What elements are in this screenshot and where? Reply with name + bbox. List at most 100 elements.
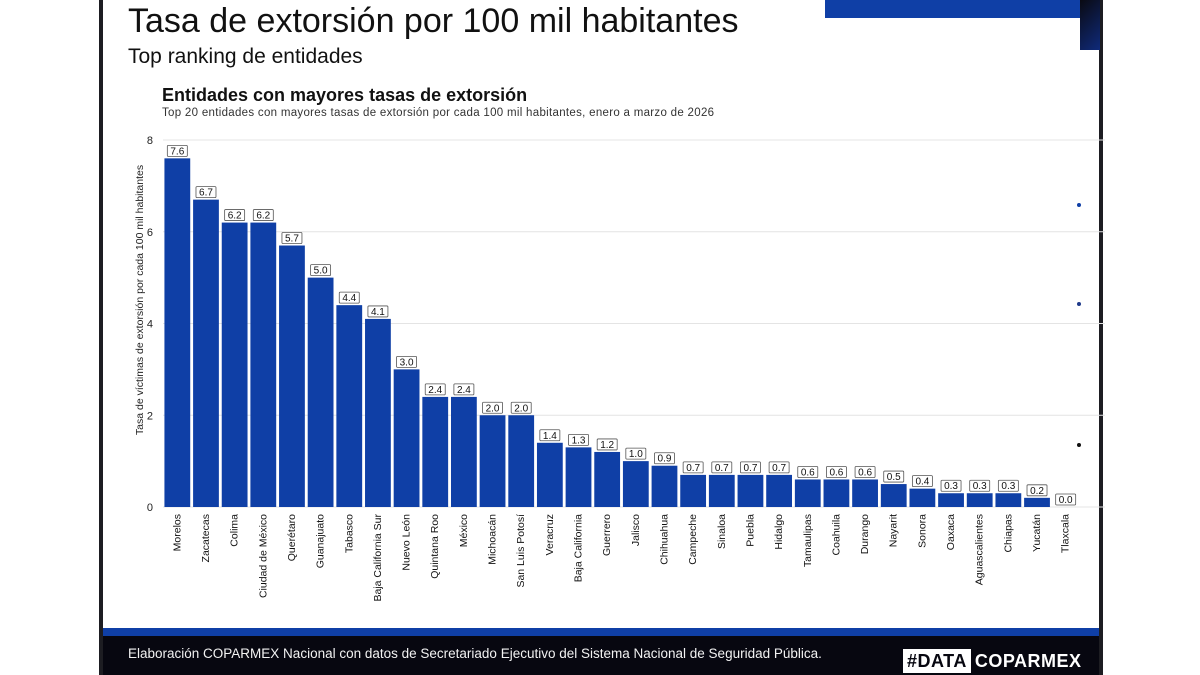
x-tick-label: Tabasco [343, 514, 355, 553]
data-label: 6.2 [228, 211, 242, 222]
x-tick-label: Chihuahua [658, 514, 670, 565]
brand-tag: #DATA [903, 649, 971, 673]
bar [737, 474, 764, 507]
data-label-box [768, 461, 790, 474]
bar [164, 158, 191, 507]
data-label: 5.7 [285, 234, 299, 245]
data-label-box [1026, 484, 1048, 497]
x-tick-label: Nayarit [888, 514, 900, 547]
data-label: 4.4 [342, 293, 356, 304]
right-border-edge [1099, 0, 1103, 675]
bar [365, 318, 391, 507]
data-label-box [252, 209, 274, 221]
bar [450, 396, 477, 507]
data-label-box [424, 383, 446, 396]
x-tick-label: Jalisco [630, 514, 642, 546]
data-label-box [367, 305, 389, 318]
data-label-box [482, 401, 503, 414]
footer: Elaboración COPARMEX Nacional con datos … [103, 628, 1099, 675]
x-tick-label: Oaxaca [945, 514, 957, 550]
x-tick-label: Querétaro [286, 514, 298, 561]
data-label-box [826, 466, 847, 478]
legend-dot-2 [1077, 302, 1081, 306]
x-tick-label: Ciudad de México [257, 514, 269, 598]
x-tick-label: Veracruz [544, 514, 556, 555]
right-border [1099, 0, 1200, 675]
left-border-edge [99, 0, 103, 675]
data-label: 5.0 [314, 266, 328, 277]
data-label: 0.6 [829, 467, 843, 478]
data-label: 0.7 [744, 463, 758, 474]
left-border [0, 0, 103, 675]
x-tick-label: Coahuila [830, 514, 842, 556]
data-label: 2.0 [514, 403, 528, 414]
bar [594, 451, 621, 507]
x-tick-label: México [458, 514, 470, 547]
x-tick-label: Hidalgo [773, 514, 785, 550]
data-label: 0.4 [915, 477, 929, 488]
brand-name: COPARMEX [974, 651, 1082, 671]
footer-stripe [103, 628, 1099, 636]
data-label-box [539, 429, 561, 442]
data-label-box [969, 479, 991, 492]
page-title: Tasa de extorsión por 100 mil habitantes [128, 2, 739, 40]
x-tick-label: Chiapas [1002, 514, 1014, 553]
bar [508, 415, 535, 507]
data-label-box [711, 461, 733, 474]
bar [680, 474, 707, 507]
data-label-box [797, 466, 819, 478]
bar [250, 222, 277, 507]
bar [565, 447, 592, 507]
footer-credit: Elaboración COPARMEX Nacional con datos … [128, 646, 822, 661]
data-label-box [310, 264, 332, 277]
data-label-box [740, 461, 761, 474]
bar [393, 369, 420, 507]
bar [995, 493, 1022, 507]
corner-dark-accent [1080, 0, 1100, 50]
y-tick-label: 8 [147, 135, 153, 147]
legend-dot-3 [1077, 443, 1081, 447]
data-label-box [510, 401, 532, 414]
data-label: 0.3 [1001, 481, 1015, 492]
data-label: 7.6 [170, 146, 184, 157]
bar [193, 199, 219, 507]
x-tick-label: Baja California [573, 514, 585, 582]
data-label-box [682, 461, 704, 474]
data-label-box [396, 355, 417, 368]
y-tick-label: 2 [147, 410, 153, 422]
data-label: 1.4 [543, 431, 557, 442]
x-tick-label: Aguascalientes [974, 514, 986, 585]
data-label-box [596, 438, 618, 451]
y-tick-label: 6 [147, 227, 153, 239]
x-tick-label: Quintana Roo [429, 514, 441, 579]
bar [823, 479, 850, 507]
bar [766, 474, 793, 507]
y-tick-label: 0 [147, 502, 153, 514]
data-label: 2.4 [457, 385, 471, 396]
data-label: 1.0 [629, 449, 643, 460]
data-label: 0.2 [1030, 486, 1044, 497]
bar [221, 222, 248, 507]
data-label: 0.0 [1059, 495, 1073, 506]
x-tick-label: Morelos [171, 514, 183, 551]
bar [336, 305, 363, 507]
data-label-box [195, 186, 217, 199]
bar [307, 277, 334, 507]
bar [479, 415, 506, 507]
x-tick-label: Guerrero [601, 514, 613, 556]
data-label-box [940, 479, 962, 492]
data-label: 2.4 [428, 385, 442, 396]
bar [909, 488, 936, 507]
data-label-box [854, 466, 876, 478]
data-label-box [281, 232, 303, 244]
data-label-box [625, 447, 647, 460]
data-label-box [1055, 493, 1077, 506]
data-label-box [568, 433, 589, 446]
corner-accent-bar [825, 0, 1099, 18]
legend-dot-1 [1077, 203, 1081, 207]
x-tick-label: Durango [859, 514, 871, 554]
page-subtitle: Top ranking de entidades [128, 45, 363, 68]
x-tick-label: Campeche [687, 514, 699, 565]
bar [1024, 497, 1050, 507]
brand-logo: #DATA COPARMEX [903, 649, 1086, 673]
